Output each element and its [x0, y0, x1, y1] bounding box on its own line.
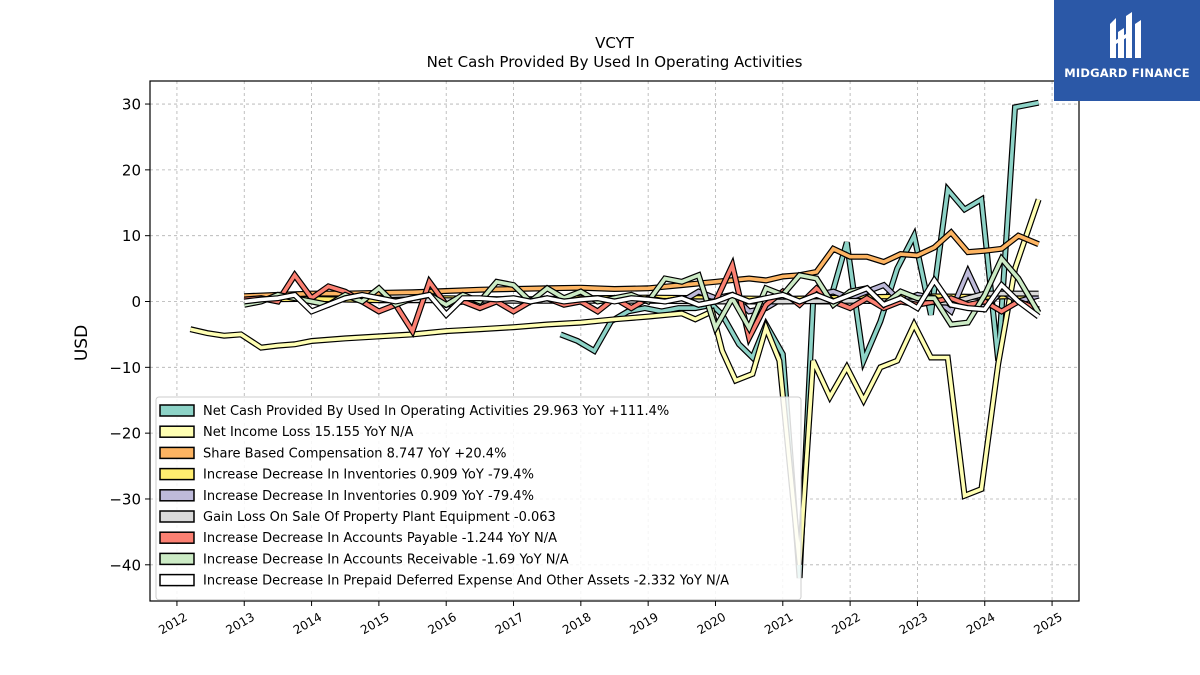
chart-subtitle: Net Cash Provided By Used In Operating A… [427, 53, 803, 71]
legend-entry: Net Cash Provided By Used In Operating A… [203, 404, 669, 419]
legend: Net Cash Provided By Used In Operating A… [155, 396, 802, 601]
series-line-stroke [243, 277, 1040, 319]
x-tick-label: 2020 [695, 610, 728, 637]
brand-mark-icon [1110, 12, 1141, 58]
x-tick-label: 2019 [627, 610, 660, 637]
y-tick-label: 20 [122, 161, 141, 179]
legend-swatch [159, 552, 195, 566]
logo-text: MIDGARD FINANCE [1064, 66, 1190, 80]
legend-entry: Gain Loss On Sale Of Property Plant Equi… [203, 510, 556, 525]
legend-swatch [159, 446, 195, 460]
y-tick-label: 30 [122, 96, 141, 114]
legend-box [155, 396, 802, 601]
legend-entry: Share Based Compensation 8.747 YoY +20.4… [203, 446, 506, 461]
legend-entry: Increase Decrease In Accounts Receivable… [203, 552, 569, 567]
x-tick-label: 2012 [156, 610, 189, 637]
x-tick-label: 2024 [964, 610, 997, 637]
y-axis-label: USD [72, 325, 92, 361]
legend-swatch [159, 467, 195, 481]
x-tick-label: 2015 [358, 610, 391, 637]
legend-swatch [159, 425, 195, 438]
series-lines [189, 99, 1042, 579]
legend-entry: Increase Decrease In Inventories 0.909 Y… [203, 489, 534, 504]
x-tick-label: 2018 [560, 610, 593, 637]
legend-swatch [159, 531, 195, 544]
legend-entry: Increase Decrease In Prepaid Deferred Ex… [203, 574, 729, 589]
legend-swatch [159, 404, 195, 417]
x-tick-label: 2021 [762, 610, 795, 637]
legend-swatch [159, 510, 195, 523]
x-tick-label: 2016 [425, 610, 458, 637]
x-tick-label: 2013 [224, 610, 257, 637]
midgard-finance-logo: MIDGARD FINANCE [1054, 0, 1200, 101]
x-tick-label: 2023 [897, 610, 930, 637]
legend-entry: Increase Decrease In Inventories 0.909 Y… [203, 468, 534, 483]
x-tick-label: 2014 [291, 610, 324, 637]
x-tick-label: 2022 [829, 610, 862, 637]
y-tick-label: −30 [109, 490, 141, 508]
chart-title: VCYT [595, 34, 635, 52]
plot-frame [149, 80, 1080, 602]
legend-entry: Net Income Loss 15.155 YoY N/A [203, 425, 414, 440]
legend-swatch [159, 489, 195, 502]
x-tick-label: 2017 [493, 610, 526, 637]
y-tick-label: 0 [131, 293, 141, 311]
y-tick-label: −20 [109, 425, 141, 443]
y-tick-label: 10 [122, 227, 141, 245]
y-tick-label: −10 [109, 359, 141, 377]
legend-swatch [159, 573, 195, 587]
legend-entry: Increase Decrease In Accounts Payable -1… [203, 531, 557, 546]
y-tick-label: −40 [109, 556, 141, 574]
series-line [243, 274, 1041, 320]
x-tick-label: 2025 [1031, 610, 1064, 637]
